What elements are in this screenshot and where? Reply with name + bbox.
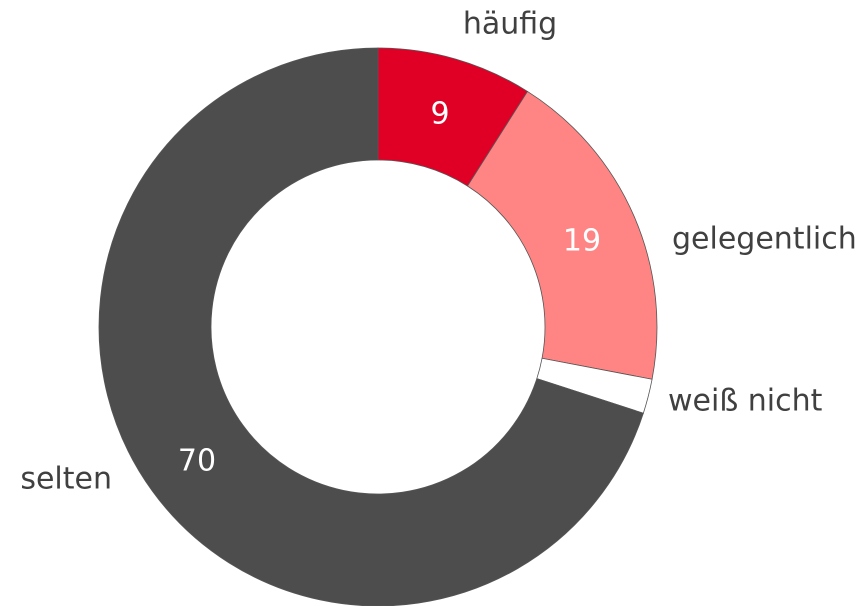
donut-segment: [466, 90, 658, 380]
category-label: gelegentlich: [672, 222, 857, 257]
category-label: weiß nicht: [668, 384, 823, 419]
value-label: 70: [178, 444, 216, 479]
category-label: selten: [20, 462, 112, 497]
category-label: häufig: [463, 7, 557, 42]
value-label: 19: [563, 224, 601, 259]
value-label: 9: [430, 97, 449, 132]
